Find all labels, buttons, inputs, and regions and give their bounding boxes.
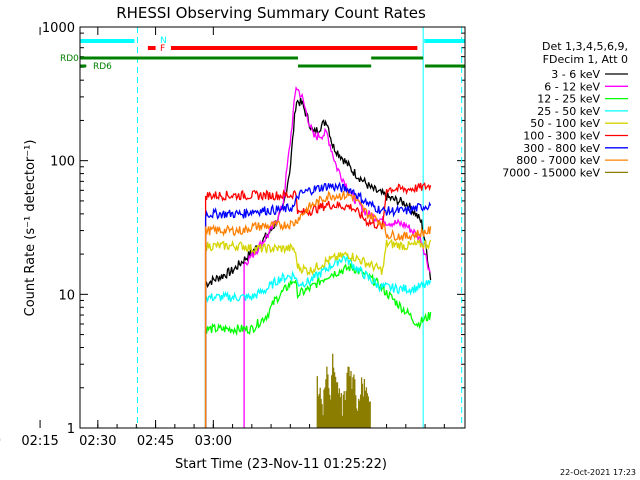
series-line bbox=[316, 353, 371, 428]
legend-entry-label: 50 - 100 keV bbox=[530, 117, 600, 130]
series-line bbox=[204, 97, 432, 428]
plot-frame bbox=[79, 26, 466, 429]
legend-entry-label: 6 - 12 keV bbox=[544, 80, 600, 93]
y-tick-labels: 1 10 100 1000 bbox=[42, 21, 75, 437]
series-line bbox=[204, 263, 432, 428]
legend-entry-label: 12 - 25 keV bbox=[537, 93, 600, 106]
timestamp: 22-Oct-2021 17:23 bbox=[560, 468, 636, 477]
series-line bbox=[204, 237, 432, 428]
y-tick-label: 10 bbox=[58, 288, 75, 303]
x-tick-label: 02:45 bbox=[137, 434, 174, 449]
y-tick-label: 1000 bbox=[42, 21, 75, 36]
x-axis-label: Start Time (23-Nov-11 01:25:22) bbox=[175, 457, 387, 472]
legend-header-1: Det 1,3,4,5,6,9, bbox=[542, 40, 628, 53]
series-lines bbox=[204, 85, 432, 428]
x-tick-label: 03:00 bbox=[195, 434, 232, 449]
observing-flags: NF RD0 RD6 bbox=[60, 27, 465, 428]
series-line bbox=[204, 181, 432, 428]
chart-title: RHESSI Observing Summary Count Rates bbox=[116, 4, 426, 22]
series-line bbox=[204, 253, 432, 428]
legend-entry-label: 7000 - 15000 keV bbox=[502, 166, 600, 179]
legend-entry-label: 25 - 50 keV bbox=[537, 105, 600, 118]
x-tick-label: 02:15 bbox=[21, 434, 58, 449]
legend-header-2: FDecim 1, Att 0 bbox=[543, 53, 628, 66]
y-axis-label: Count Rate (s⁻¹ detector⁻¹) bbox=[23, 140, 38, 317]
y-tick-label: 1 bbox=[67, 422, 75, 437]
tick-marks bbox=[39, 26, 465, 429]
legend-entry-label: 3 - 6 keV bbox=[551, 68, 600, 81]
flag-label-n: N bbox=[160, 36, 167, 46]
x-tick-label: 02:00 bbox=[0, 434, 1, 449]
legend-entry-label: 300 - 800 keV bbox=[523, 142, 600, 155]
x-tick-label: 02:30 bbox=[79, 434, 116, 449]
flag-label-f: F bbox=[160, 44, 165, 54]
y-tick-label: 100 bbox=[50, 155, 75, 170]
series-line bbox=[204, 182, 432, 428]
legend-entry-label: 800 - 7000 keV bbox=[516, 154, 600, 167]
flag-label-rd0: RD0 bbox=[60, 54, 79, 64]
series-line bbox=[204, 190, 432, 428]
flag-label-rd6: RD6 bbox=[93, 62, 112, 72]
legend-entry-label: 100 - 300 keV bbox=[523, 130, 600, 143]
